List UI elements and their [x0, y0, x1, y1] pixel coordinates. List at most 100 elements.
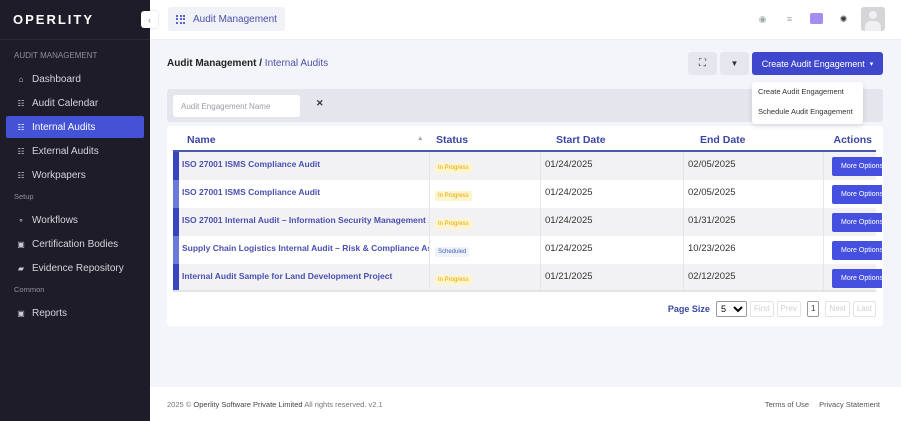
- grid-icon: [176, 14, 185, 24]
- sidebar-item-reports[interactable]: ▣ Reports: [6, 302, 144, 324]
- breadcrumb-current: Internal Audits: [264, 58, 329, 69]
- sidebar-item-label: Internal Audits: [32, 121, 96, 133]
- sidebar: OPERLITY AUDIT MANAGEMENT ⌂ Dashboard ☷ Au…: [0, 0, 150, 421]
- column-header-start-date[interactable]: Start Date: [556, 134, 606, 146]
- footer-links: Terms of Use Privacy Statement: [757, 400, 880, 409]
- actions-cell: More Options: [824, 236, 882, 264]
- next-page-button[interactable]: Next: [825, 301, 850, 317]
- fullscreen-button[interactable]: ⛶: [688, 52, 717, 75]
- current-page-button[interactable]: 1: [806, 301, 820, 317]
- status-badge: In Progress: [435, 219, 472, 229]
- actions-cell: More Options: [824, 152, 882, 180]
- more-options-button[interactable]: More Options: [832, 241, 882, 260]
- sidebar-item-external-audits[interactable]: ☷ External Audits: [6, 140, 144, 162]
- column-header-end-date[interactable]: End Date: [700, 134, 746, 146]
- breadcrumb: Audit Management / Internal Audits: [167, 58, 328, 69]
- chevron-left-icon: ‹: [148, 14, 151, 25]
- sidebar-item-label: Evidence Repository: [32, 262, 124, 274]
- topbar-icons: ◉ ≡ ✺: [749, 7, 885, 31]
- sidebar-item-label: Certification Bodies: [32, 238, 119, 250]
- actions-cell: More Options: [824, 208, 882, 236]
- record-icon[interactable]: ◉: [758, 13, 767, 24]
- sidebar-section-title: AUDIT MANAGEMENT: [14, 51, 98, 60]
- more-options-button[interactable]: More Options: [832, 157, 882, 176]
- menu-item-schedule-audit-engagement[interactable]: Schedule Audit Engagement: [758, 107, 853, 116]
- start-date: 01/24/2025: [541, 236, 684, 264]
- chat-icon[interactable]: [803, 12, 830, 26]
- filter-button[interactable]: ▼: [720, 52, 749, 75]
- sidebar-item-audit-calendar[interactable]: ☷ Audit Calendar: [6, 92, 144, 114]
- start-date: 01/24/2025: [541, 180, 684, 208]
- create-label: Create Audit Engagement: [761, 58, 865, 69]
- status-cell: In Progress: [430, 208, 541, 236]
- start-date: 01/24/2025: [541, 208, 684, 236]
- audit-name-link[interactable]: ISO 27001 ISMS Compliance Audit: [179, 180, 430, 208]
- column-header-name[interactable]: Name ▴: [187, 134, 422, 146]
- status-badge: In Progress: [435, 163, 472, 173]
- menu-icon[interactable]: ≡: [786, 14, 793, 24]
- audits-table-card: Name ▴ Status Start Date End Date Actions…: [167, 126, 883, 326]
- first-page-button[interactable]: First: [749, 301, 774, 317]
- copyright: 2025 © Operlity Software Private Limited…: [167, 400, 383, 409]
- audit-name-link[interactable]: Internal Audit Sample for Land Developme…: [179, 264, 430, 290]
- sidebar-item-label: Workflows: [32, 214, 78, 226]
- list-icon: ☷: [17, 170, 25, 180]
- row-indicator: [173, 236, 179, 264]
- sidebar-item-label: Reports: [32, 307, 68, 319]
- more-options-button[interactable]: More Options: [832, 185, 882, 204]
- report-icon: ▣: [17, 308, 25, 318]
- status-cell: Scheduled: [430, 236, 541, 264]
- prev-page-button[interactable]: Prev: [776, 301, 801, 317]
- menu-item-create-audit-engagement[interactable]: Create Audit Engagement: [758, 87, 844, 96]
- privacy-link[interactable]: Privacy Statement: [819, 400, 880, 409]
- sidebar-item-dashboard[interactable]: ⌂ Dashboard: [6, 68, 144, 90]
- terms-link[interactable]: Terms of Use: [764, 400, 810, 409]
- audits-table: Name ▴ Status Start Date End Date Actions…: [173, 126, 882, 317]
- main-content: Audit Management / Internal Audits ⛶ ▼ C…: [150, 41, 901, 421]
- audit-name-link[interactable]: Supply Chain Logistics Internal Audit – …: [179, 236, 430, 264]
- row-indicator: [173, 264, 179, 290]
- table-row: Internal Audit Sample for Land Developme…: [173, 264, 882, 292]
- more-options-button[interactable]: More Options: [832, 213, 882, 232]
- status-cell: In Progress: [430, 152, 541, 180]
- clear-filter-icon[interactable]: ✕: [316, 98, 324, 108]
- module-switcher[interactable]: Audit Management: [168, 7, 285, 31]
- audit-engagement-name-input[interactable]: [173, 95, 300, 117]
- home-icon: ⌂: [18, 74, 24, 84]
- audit-name-link[interactable]: ISO 27001 Internal Audit – Information S…: [179, 208, 430, 236]
- company-name: Operlity Software Private Limited: [193, 400, 303, 409]
- actions-cell: More Options: [824, 180, 882, 208]
- sun-icon[interactable]: ✺: [839, 13, 848, 24]
- table-row: Supply Chain Logistics Internal Audit – …: [173, 236, 882, 264]
- sidebar-item-label: Workpapers: [32, 169, 86, 181]
- footer: 2025 © Operlity Software Private Limited…: [150, 387, 901, 421]
- table-header: Name ▴ Status Start Date End Date Actions: [173, 126, 876, 152]
- page-size-select[interactable]: 5: [715, 301, 747, 317]
- sidebar-item-internal-audits[interactable]: ☷ Internal Audits: [6, 116, 144, 138]
- end-date: 02/05/2025: [684, 180, 824, 208]
- sidebar-item-workpapers[interactable]: ☷ Workpapers: [6, 164, 144, 186]
- row-indicator: [173, 152, 179, 180]
- create-audit-engagement-button[interactable]: Create Audit Engagement ▾: [752, 52, 883, 75]
- sidebar-item-certification-bodies[interactable]: ▣ Certification Bodies: [6, 233, 144, 255]
- copyright-year: 2025 ©: [167, 400, 192, 409]
- status-cell: In Progress: [430, 264, 541, 290]
- audit-name-link[interactable]: ISO 27001 ISMS Compliance Audit: [179, 152, 430, 180]
- list-icon: ☷: [17, 122, 25, 132]
- collapse-sidebar-button[interactable]: ‹: [141, 11, 158, 28]
- table-row: ISO 27001 Internal Audit – Information S…: [173, 208, 882, 236]
- pagination: Page Size 5 First Prev 1 Next Last: [668, 301, 876, 317]
- avatar[interactable]: [861, 7, 885, 31]
- last-page-button[interactable]: Last: [852, 301, 876, 317]
- end-date: 02/05/2025: [684, 152, 824, 180]
- row-indicator: [173, 180, 179, 208]
- actions-cell: More Options: [824, 264, 882, 290]
- breadcrumb-parent[interactable]: Audit Management: [167, 58, 257, 69]
- start-date: 01/21/2025: [541, 264, 684, 290]
- sidebar-item-evidence-repository[interactable]: ▰ Evidence Repository: [6, 257, 144, 279]
- table-row: ISO 27001 ISMS Compliance Audit In Progr…: [173, 152, 882, 180]
- folder-icon: ▰: [17, 263, 25, 273]
- column-header-status[interactable]: Status: [436, 134, 469, 146]
- more-options-button[interactable]: More Options: [832, 269, 882, 288]
- sidebar-item-workflows[interactable]: ⚬ Workflows: [6, 209, 144, 231]
